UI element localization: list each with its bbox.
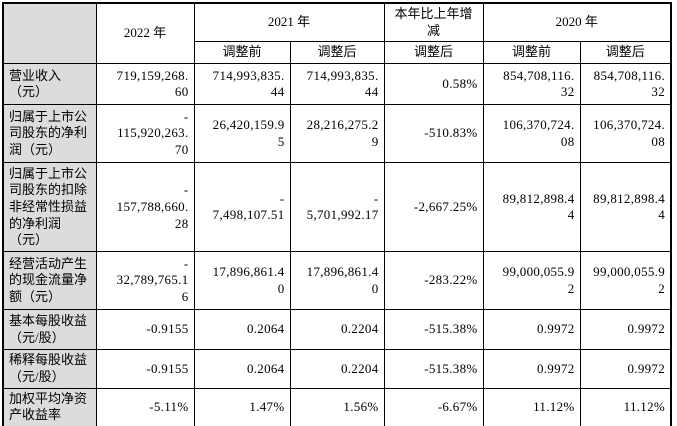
table-row-net-profit: 归属于上市公 司股东的净利 润（元） - 115,920,263. 70 26,… (2, 104, 672, 164)
cell-2020-before: 11.12% (482, 387, 581, 426)
table-row-net-profit-excl-nonrecurring: 归属于上市公 司股东的扣除 非经常性损益 的净利润 （元） - 157,788,… (2, 162, 672, 253)
cell-2021-after: - 5,701,992.17 (289, 162, 385, 253)
cell-2021-before: 26,420,159.9 5 (193, 104, 291, 164)
cell-2021-before: 714,993,835. 44 (193, 63, 291, 106)
cell-2020-after: 0.9972 (579, 309, 672, 351)
header-year-2022: 2022 年 (95, 2, 195, 65)
table-row-weighted-avg-roe: 加权平均净资 产收益率 -5.11% 1.47% 1.56% -6.67% 11… (2, 387, 672, 426)
cell-2021-after: 0.2204 (289, 349, 385, 389)
row-label: 归属于上市公 司股东的扣除 非经常性损益 的净利润 （元） (2, 162, 97, 253)
header-row-adjustments: 调整前 调整后 调整后 调整前 调整后 (3, 41, 672, 65)
cell-2020-before: 106,370,724. 08 (482, 104, 581, 164)
cell-yoy: -510.83% (383, 104, 484, 164)
row-label: 基本每股收益 （元/股） (2, 309, 97, 351)
cell-2021-after: 17,896,861.4 0 (289, 251, 385, 311)
header-year-2020: 2020 年 (482, 2, 672, 43)
table-row-basic-eps: 基本每股收益 （元/股） -0.9155 0.2064 0.2204 -515.… (2, 309, 672, 351)
row-label: 经营活动产生 的现金流量净 额（元） (2, 251, 97, 311)
cell-2020-before: 89,812,898.4 4 (482, 162, 581, 253)
table-row-revenue: 营业收入 （元） 719,159,268. 60 714,993,835. 44… (2, 63, 672, 106)
cell-yoy: -6.67% (383, 387, 484, 426)
cell-2022: - 32,789,765.1 6 (95, 251, 195, 311)
table-row-diluted-eps: 稀释每股收益 （元/股） -0.9155 0.2064 0.2204 -515.… (2, 349, 672, 389)
cell-2022: 719,159,268. 60 (95, 63, 195, 106)
cell-2020-before: 854,708,116. 32 (482, 63, 581, 106)
row-label: 归属于上市公 司股东的净利 润（元） (2, 104, 97, 164)
cell-2020-after: 0.9972 (579, 349, 672, 389)
table-row-operating-cash-flow: 经营活动产生 的现金流量净 额（元） - 32,789,765.1 6 17,8… (2, 251, 672, 311)
cell-2021-before: 0.2064 (193, 349, 291, 389)
cell-yoy: 0.58% (383, 63, 484, 106)
cell-2022: - 115,920,263. 70 (95, 104, 195, 164)
cell-2020-before: 0.9972 (482, 309, 581, 351)
cell-2020-after: 89,812,898.4 4 (579, 162, 672, 253)
row-label: 稀释每股收益 （元/股） (2, 349, 97, 389)
cell-2021-before: 1.47% (193, 387, 291, 426)
cell-2021-after: 0.2204 (289, 309, 385, 351)
cell-2021-before: 0.2064 (193, 309, 291, 351)
header-2020-adj-before: 调整前 (482, 41, 581, 65)
cell-2021-before: - 7,498,107.51 (193, 162, 291, 253)
cell-yoy: -2,667.25% (383, 162, 484, 253)
header-2021-adj-after: 调整后 (289, 41, 385, 65)
cell-2021-after: 714,993,835. 44 (289, 63, 385, 106)
cell-2022: - 157,788,660. 28 (95, 162, 195, 253)
header-2020-adj-after: 调整后 (579, 41, 672, 65)
header-corner-cell (2, 2, 97, 65)
cell-2020-after: 99,000,055.9 2 (579, 251, 672, 311)
cell-2020-after: 11.12% (579, 387, 672, 426)
cell-2022: -0.9155 (95, 349, 195, 389)
cell-2020-before: 0.9972 (482, 349, 581, 389)
cell-2020-before: 99,000,055.9 2 (482, 251, 581, 311)
cell-2022: -5.11% (95, 387, 195, 426)
cell-2021-after: 28,216,275.2 9 (289, 104, 385, 164)
cell-2020-after: 106,370,724. 08 (579, 104, 672, 164)
row-label: 加权平均净资 产收益率 (2, 387, 97, 426)
cell-2021-after: 1.56% (289, 387, 385, 426)
header-year-2021: 2021 年 (193, 2, 385, 43)
cell-yoy: -283.22% (383, 251, 484, 311)
header-row-years: 2022 年 2021 年 本年比上年增 减 2020 年 (2, 2, 672, 65)
cell-2022: -0.9155 (95, 309, 195, 351)
cell-yoy: -515.38% (383, 349, 484, 389)
header-yoy-adj-after: 调整后 (383, 41, 484, 65)
row-label: 营业收入 （元） (2, 63, 97, 106)
cell-2020-after: 854,708,116. 32 (579, 63, 672, 106)
cell-2021-before: 17,896,861.4 0 (193, 251, 291, 311)
header-yoy-change: 本年比上年增 减 (383, 2, 484, 43)
cell-yoy: -515.38% (383, 309, 484, 351)
header-2021-adj-before: 调整前 (193, 41, 291, 65)
